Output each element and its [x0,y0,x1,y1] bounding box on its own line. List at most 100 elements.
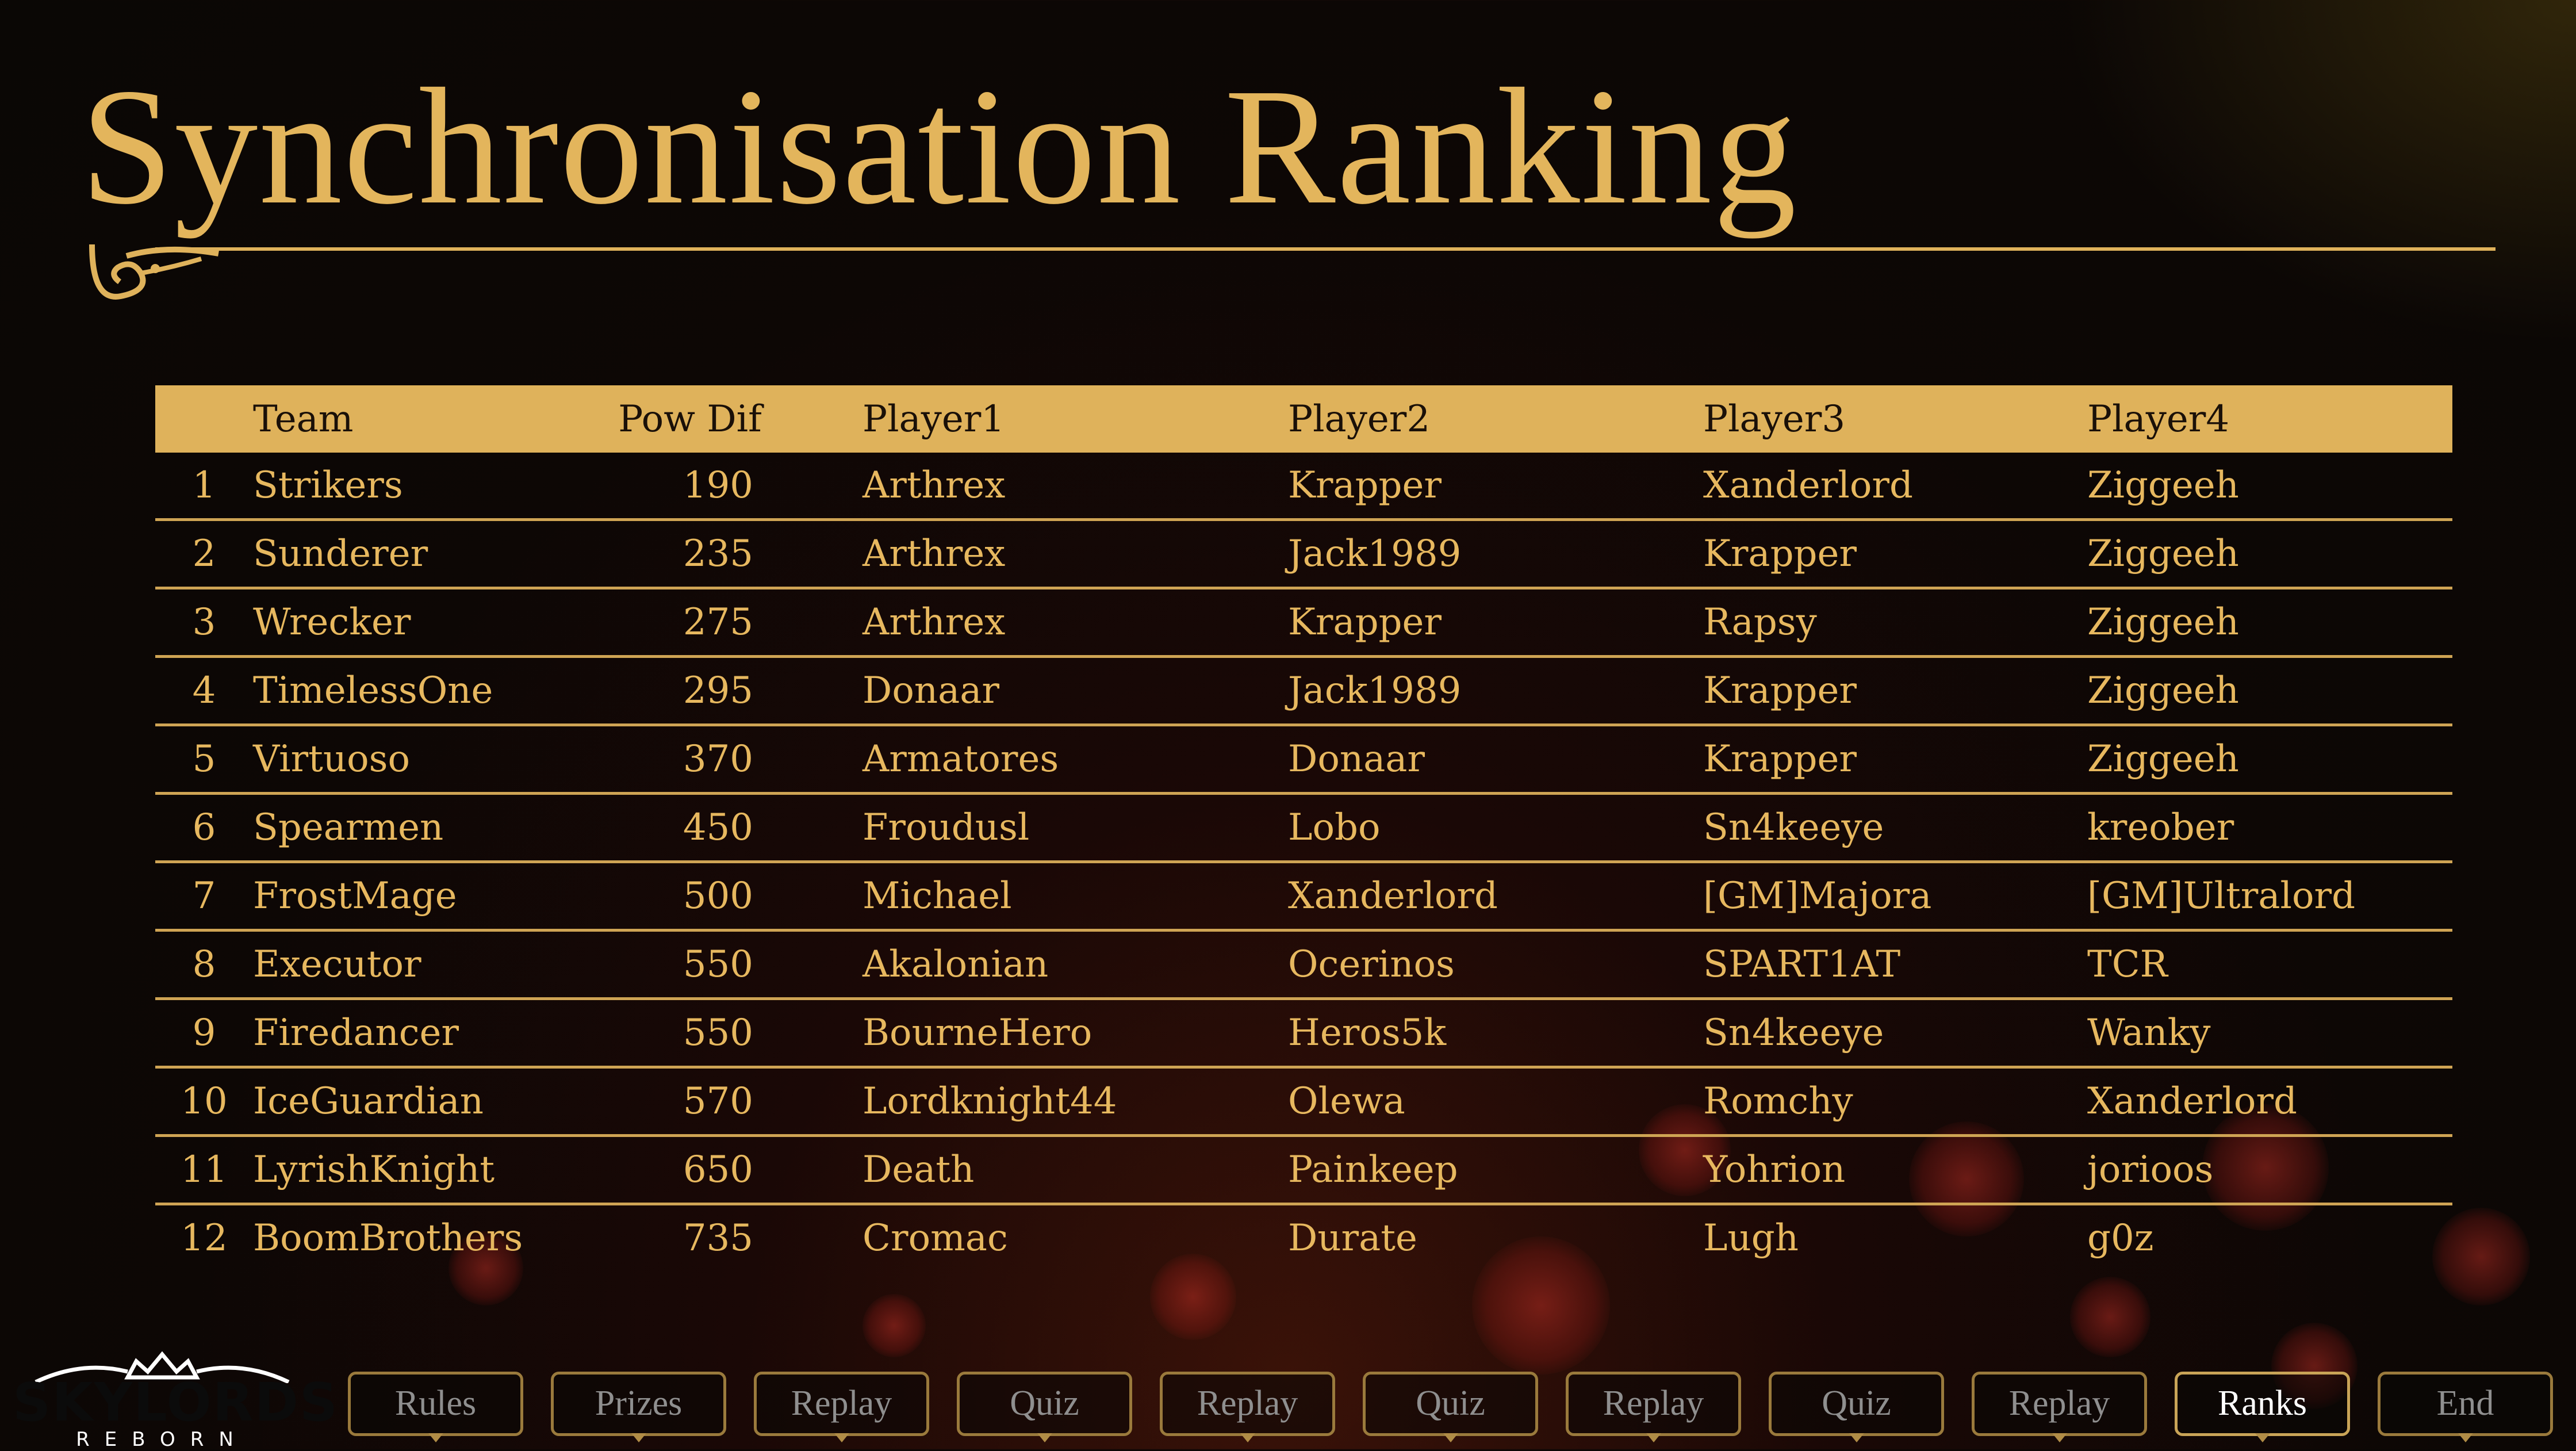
cell-player1: BourneHero [862,998,1288,1069]
table-row: 4 TimelessOne 295 Donaar Jack1989 Krapper Zigg… [155,656,2452,726]
swirl-ornament-icon [89,244,219,300]
nav-button-replay[interactable]: Replay [754,1372,929,1442]
cell-rank: 5 [155,725,253,795]
cell-player2: Krapper [1288,588,1703,658]
cell-pow-dif: 275 [552,588,862,658]
nav-button-label: Replay [791,1384,892,1423]
cell-player1: Cromac [862,1217,1008,1259]
cell-pow-dif: 500 [552,862,862,932]
cell-player2: Donaar [1288,725,1703,795]
nav-button-quiz[interactable]: Quiz [1769,1372,1944,1442]
bokeh-light [862,1294,926,1357]
nav-button-rules[interactable]: Rules [348,1372,523,1442]
nav-button-replay[interactable]: Replay [1160,1372,1335,1442]
cell-player1: Armatores [862,725,1288,795]
skylords-logo: SKYLORDS REBORN [13,1349,339,1451]
cell-player3: SPART1AT [1703,930,2087,1000]
corner-glow [2058,0,2576,345]
cell-rank: 1 [155,453,253,521]
cell-team: IceGuardian [253,1067,552,1137]
cell-player2: Ocerinos [1288,930,1703,1000]
cell-player2: Jack1989 [1288,519,1703,589]
cell-player4: Xanderlord [2087,1067,2452,1137]
cell-pow-dif: 650 [552,1135,862,1205]
nav-button-quiz[interactable]: Quiz [1363,1372,1538,1442]
cell-player3: Yohrion [1703,1135,2087,1205]
nav-button-ranks[interactable]: Ranks [2175,1372,2350,1442]
cell-player3: Xanderlord [1703,453,2087,521]
cell-pow-dif: 235 [552,519,862,589]
bokeh-light [448,1231,523,1305]
cell-player2: Heros5k [1288,998,1703,1069]
cell-player3: Sn4keeye [1703,793,2087,863]
cell-player2: Olewa [1288,1067,1703,1137]
cell-team: FrostMage [253,862,552,932]
nav-button-end[interactable]: End [2378,1372,2553,1442]
caret-down-icon [2458,1433,2473,1442]
cell-rank: 2 [155,519,253,589]
nav-button-label: Quiz [1822,1384,1891,1423]
nav-button-label: Ranks [2218,1384,2307,1423]
caret-down-icon [631,1433,646,1442]
cell-player3: Rapsy [1703,588,2087,658]
col-header-player4: Player4 [2087,397,2230,441]
cell-team: Spearmen [253,793,552,863]
caret-down-icon [1646,1433,1661,1442]
col-header-team: Team [253,397,354,441]
caret-down-icon [1443,1433,1458,1442]
cell-player1: Froudusl [862,793,1288,863]
table-row: 7 FrostMage 500 Michael Xanderlord [GM]Majora… [155,862,2452,932]
table-row: 8 Executor 550 Akalonian Ocerinos SPART1AT TCR [155,930,2452,1000]
cell-rank: 8 [155,930,253,1000]
cell-player4: kreober [2087,793,2452,863]
col-header-player1: Player1 [862,397,1005,441]
table-row: 9 Firedancer 550 BourneHero Heros5k Sn4keeye W… [155,998,2452,1069]
cell-player2: Krapper [1288,453,1703,521]
table-row: 11 LyrishKnight 650 Death Painkeep Yohrion jor… [155,1135,2452,1205]
nav-button-replay[interactable]: Replay [1566,1372,1741,1442]
table-row: 2 Sunderer 235 Arthrex Jack1989 Krapper Ziggee… [155,519,2452,589]
nav-button-label: Quiz [1416,1384,1485,1423]
nav-button-label: Prizes [595,1384,683,1423]
cell-player4: Ziggeeh [2087,453,2452,521]
cell-player4: Wanky [2087,998,2452,1069]
cell-team: Wrecker [253,588,552,658]
cell-team: TimelessOne [253,656,552,726]
nav-button-label: Replay [2008,1384,2110,1423]
cell-rank: 4 [155,656,253,726]
cell-player4: g0z [2087,1217,2154,1259]
logo-wordmark: SKYLORDS [13,1372,339,1433]
ranking-table: Team Pow Dif Player1 Player2 Player3 Pla… [155,385,2452,1271]
table-row: 6 Spearmen 450 Froudusl Lobo Sn4keeye kreober [155,793,2452,863]
cell-player3: Romchy [1703,1067,2087,1137]
cell-team: LyrishKnight [253,1135,552,1205]
caret-down-icon [834,1433,849,1442]
cell-player4: [GM]Ultralord [2087,862,2452,932]
col-header-pow-dif: Pow Dif [618,397,762,441]
bokeh-light [1472,1236,1610,1375]
cell-player2: Lobo [1288,793,1703,863]
nav-button-quiz[interactable]: Quiz [957,1372,1132,1442]
nav-button-prizes[interactable]: Prizes [551,1372,726,1442]
cell-pow-dif: 450 [552,793,862,863]
cell-player4: Ziggeeh [2087,725,2452,795]
nav-button-label: End [2436,1384,2494,1423]
cell-player4: Ziggeeh [2087,656,2452,726]
cell-pow-dif: 295 [552,656,862,726]
nav-button-label: Replay [1603,1384,1704,1423]
cell-rank: 6 [155,793,253,863]
cell-team: BoomBrothers [253,1217,523,1259]
cell-player3: Krapper [1703,725,2087,795]
caret-down-icon [2255,1433,2270,1442]
cell-team: Strikers [253,453,552,521]
col-header-player3: Player3 [1703,397,1846,441]
caret-down-icon [1849,1433,1864,1442]
cell-player3: Krapper [1703,519,2087,589]
caret-down-icon [428,1433,443,1442]
bokeh-light [2432,1208,2530,1305]
nav-button-replay[interactable]: Replay [1972,1372,2147,1442]
cell-player4: Ziggeeh [2087,519,2452,589]
table-row: 12 BoomBrothers 735 Cromac Durate Lugh g0z [155,1204,2452,1272]
cell-player1: Michael [862,862,1288,932]
cell-pow-dif: 190 [552,453,862,521]
